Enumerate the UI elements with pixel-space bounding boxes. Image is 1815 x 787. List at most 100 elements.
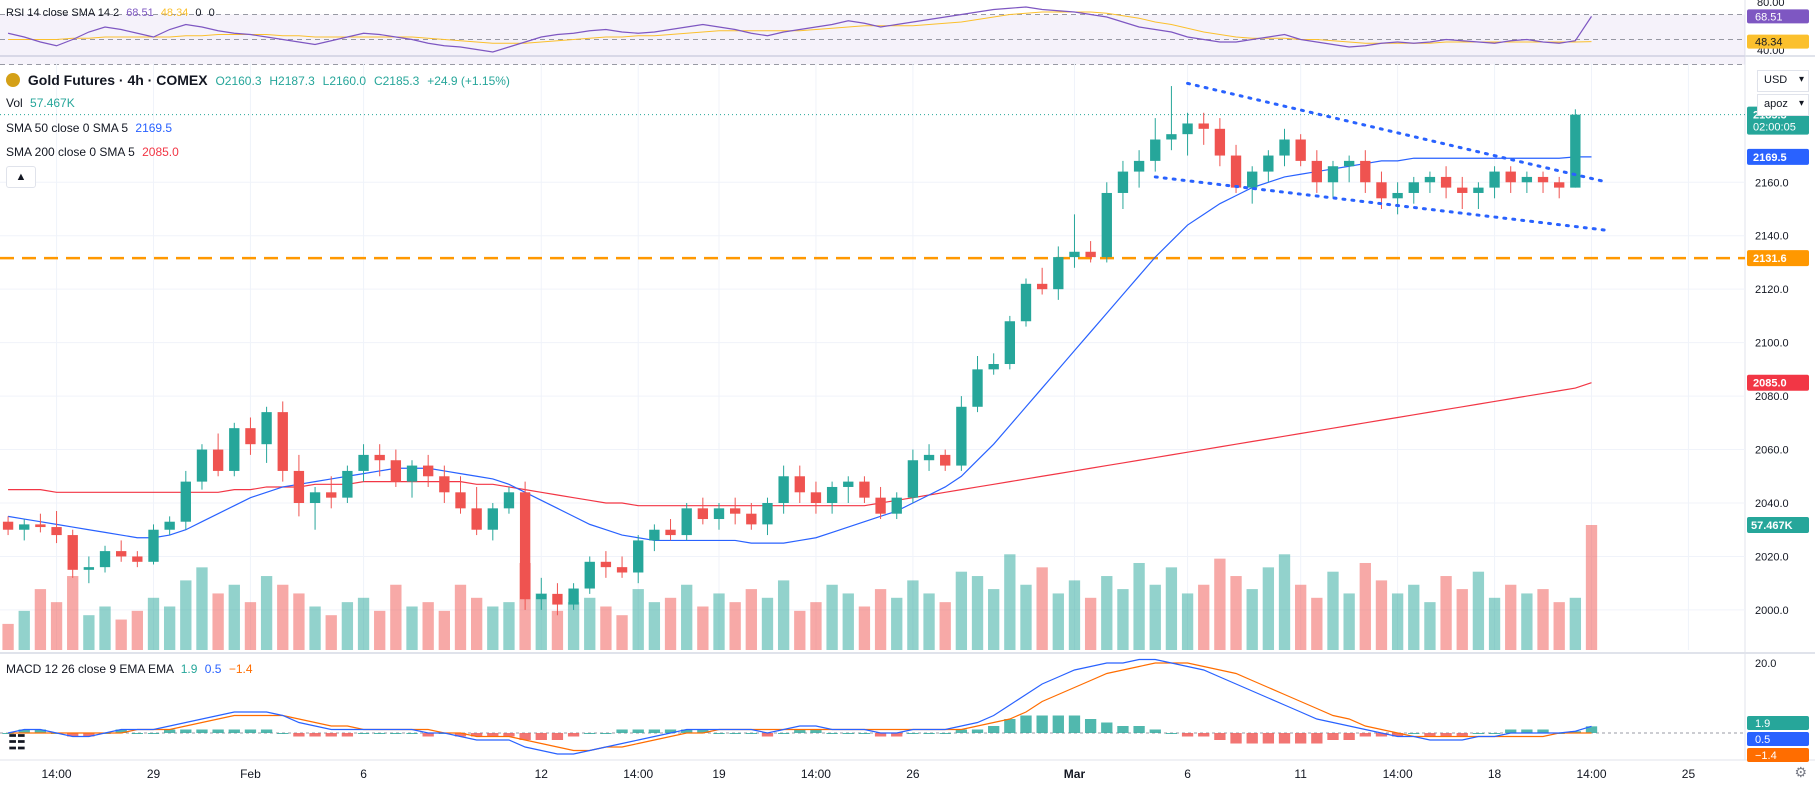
candle-body: [35, 524, 46, 528]
macd-histogram-bar: [1230, 733, 1242, 744]
macd-histogram-bar: [309, 733, 321, 737]
time-tick-label: 14:00: [1383, 767, 1413, 781]
volume-bar: [212, 593, 224, 650]
currency-select[interactable]: USD ▾: [1757, 70, 1809, 92]
macd-histogram-bar: [971, 729, 984, 733]
macd-histogram-bar: [681, 729, 693, 733]
time-tick-label: 19: [712, 767, 726, 781]
candle-body: [1263, 155, 1274, 172]
volume-bar: [810, 602, 822, 650]
volume-bar: [1456, 589, 1468, 650]
volume-bar: [1117, 589, 1129, 650]
macd-histogram-bar: [874, 733, 887, 737]
macd-histogram-bar: [729, 733, 741, 734]
macd-value-tag: [1747, 748, 1809, 762]
price-tick-label: 2080.0: [1755, 391, 1789, 403]
volume-bar: [535, 593, 547, 650]
candle-body: [212, 449, 224, 471]
time-tick-label: 14:00: [1576, 767, 1606, 781]
candle-body: [19, 524, 30, 530]
time-tick-label: 18: [1488, 767, 1502, 781]
symbol-title: Gold Futures · 4h · COMEX: [27, 72, 208, 88]
candle-body: [1473, 187, 1484, 193]
candle-body: [423, 465, 434, 477]
vol-legend[interactable]: Vol 57.467K: [6, 96, 75, 110]
macd-legend[interactable]: MACD 12 26 close 9 EMA EMA 1.9 0.5 −1.4: [6, 662, 253, 676]
macd-histogram-bar: [1456, 733, 1468, 737]
macd-histogram-bar: [535, 733, 547, 740]
volume-bar: [1230, 576, 1242, 650]
macd-histogram-bar: [244, 729, 257, 733]
time-tick-label: 14:00: [42, 767, 72, 781]
macd-histogram-bar: [1569, 731, 1582, 733]
candle-body: [439, 476, 450, 493]
candle-body: [1457, 187, 1468, 193]
macd-histogram-bar: [1165, 733, 1178, 734]
volume-bar: [244, 602, 257, 650]
candle-body: [729, 508, 741, 514]
sma50-line: [7, 156, 1592, 544]
macd-histogram-bar: [1214, 733, 1226, 740]
volume-bar: [584, 597, 596, 650]
price-tag-countdown: 02:00:05: [1753, 122, 1796, 134]
candle-body: [471, 508, 482, 530]
candle-body: [568, 588, 579, 605]
sma200-legend[interactable]: SMA 200 close 0 SMA 5 2085.0: [6, 145, 179, 159]
symbol-legend[interactable]: Gold Futures · 4h · COMEX O2160.3 H2187.…: [6, 72, 510, 88]
time-tick-label: 29: [147, 767, 161, 781]
macd-signal-legend-value: −1.4: [228, 662, 253, 676]
price-tag: [1747, 374, 1809, 391]
scale-select[interactable]: apoz ▾: [1757, 94, 1809, 116]
candle-body: [148, 529, 159, 562]
tv-logo-icon: ☷: [8, 732, 26, 754]
candle-body: [616, 567, 628, 573]
macd-histogram-bar: [1052, 715, 1064, 733]
volume-bar: [1181, 593, 1194, 650]
volume-bar: [1262, 567, 1275, 650]
rsi-legend-extra-1: 0: [195, 7, 202, 19]
volume-bar: [1408, 584, 1420, 650]
rsi-line: [7, 6, 1593, 53]
collapse-legend-button[interactable]: ▲: [6, 166, 36, 188]
candle-body: [455, 492, 466, 509]
price-tick-label: 2060.0: [1755, 445, 1789, 457]
macd-histogram-bar: [1327, 733, 1339, 740]
candle-body: [1004, 321, 1016, 365]
volume-bar: [794, 610, 806, 650]
rsi-legend[interactable]: RSI 14 close SMA 14 2 68.51 48.34 0 0: [6, 7, 215, 19]
candle-body: [1376, 182, 1387, 199]
volume-bar: [1440, 576, 1452, 650]
macd-histogram-bar: [1359, 733, 1371, 737]
macd-histogram-bar: [422, 733, 434, 737]
candle-body: [1101, 192, 1112, 258]
macd-value-tag: [1747, 716, 1809, 730]
macd-line-legend-value: 0.5: [204, 662, 222, 676]
candle-body: [649, 529, 660, 541]
macd-histogram-bar: [163, 729, 176, 733]
macd-histogram-bar: [939, 733, 951, 734]
volume-bar: [1004, 554, 1016, 650]
volume-bar: [99, 606, 111, 650]
settings-icon[interactable]: ⚙: [1794, 764, 1807, 780]
candle-body: [746, 513, 757, 525]
candle-body: [600, 561, 612, 568]
volume-bar: [1295, 584, 1307, 650]
macd-histogram-bar: [1472, 733, 1485, 734]
candle-body: [843, 481, 854, 487]
price-tick-label: 2040.0: [1755, 498, 1789, 510]
macd-value-tag-text: 1.9: [1755, 718, 1770, 730]
candle-body: [164, 521, 175, 530]
volume-bar: [1521, 593, 1533, 650]
rsi-value-tag-text: 68.51: [1755, 11, 1783, 23]
macd-histogram-bar: [18, 729, 30, 733]
candle-body: [633, 540, 644, 573]
macd-histogram-bar: [406, 733, 418, 734]
candle-body: [1085, 251, 1096, 258]
volume-bar: [664, 597, 677, 650]
sma50-legend[interactable]: SMA 50 close 0 SMA 5 2169.5: [6, 121, 172, 135]
macd-histogram-bar: [1505, 729, 1517, 733]
volume-bar: [422, 602, 434, 650]
macd-histogram-bar: [1101, 722, 1113, 733]
volume-bar: [1569, 597, 1582, 650]
